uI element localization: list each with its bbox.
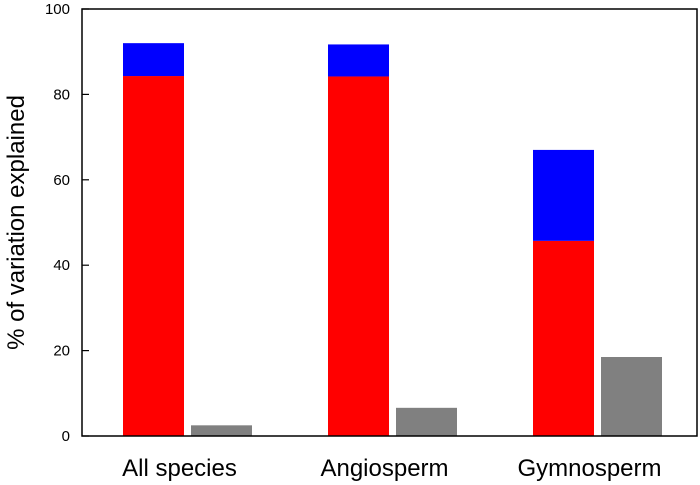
y-tick-label: 80 (53, 86, 70, 103)
plot-frame (81, 8, 698, 437)
bar-blue-all-species (123, 43, 184, 77)
bar-blue-angiosperm (328, 44, 389, 77)
y-tick-label: 20 (53, 343, 70, 360)
bar-gray-angiosperm (396, 407, 457, 436)
bar-gray-gymnosperm (601, 357, 662, 436)
x-category-label: Gymnosperm (517, 455, 661, 482)
bar-red-all-species (123, 76, 184, 436)
x-category-label: Angiosperm (320, 455, 448, 482)
y-axis-ticks: 0 20 40 60 80 100 (45, 1, 89, 445)
y-tick-label: 0 (62, 428, 70, 445)
bars-layer (123, 43, 662, 436)
bar-gray-all-species (191, 425, 252, 436)
x-category-label: All species (122, 455, 237, 482)
bar-blue-gymnosperm (533, 149, 594, 241)
x-axis-category-labels: All species Angiosperm Gymnosperm (122, 455, 661, 482)
y-axis-title: % of variation explained (3, 95, 30, 350)
y-tick-label: 60 (53, 172, 70, 189)
bar-red-angiosperm (328, 76, 389, 436)
y-tick-label: 100 (45, 1, 70, 18)
y-tick-label: 40 (53, 257, 70, 274)
bar-red-gymnosperm (533, 240, 594, 436)
